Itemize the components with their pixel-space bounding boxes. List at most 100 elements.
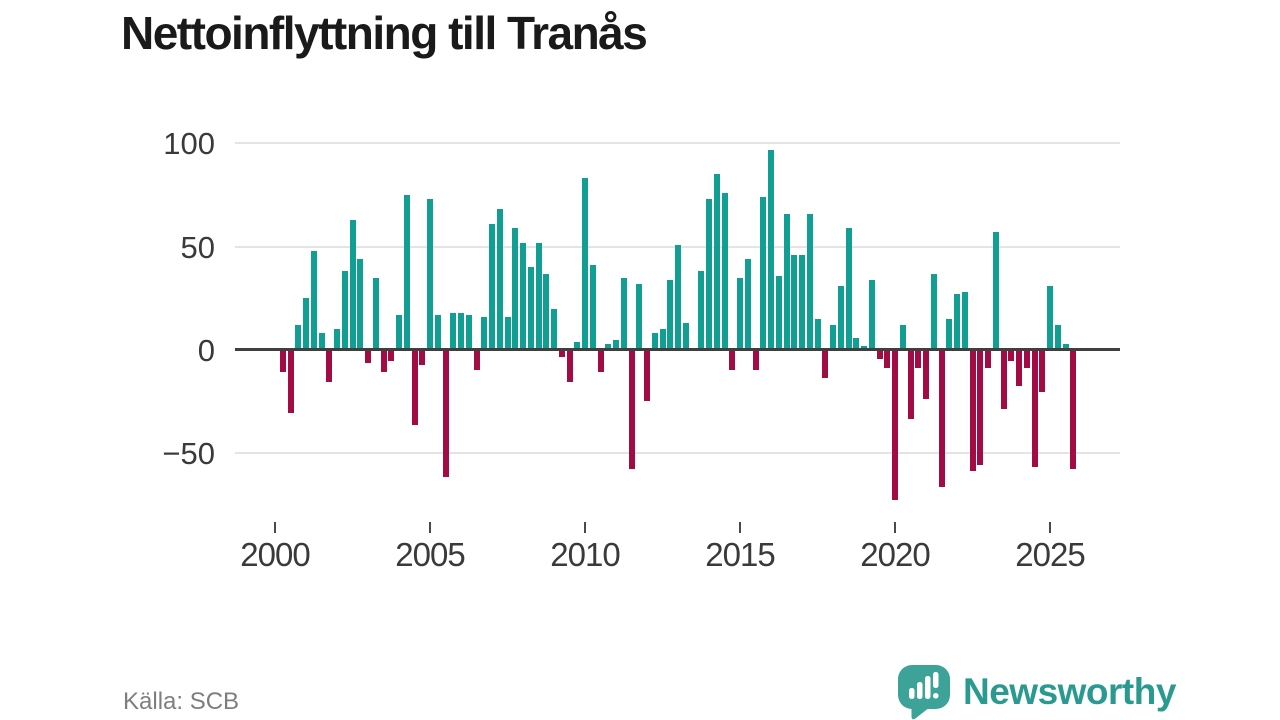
bar (279, 351, 286, 372)
x-tick (894, 522, 896, 533)
bar (613, 339, 619, 350)
bar (985, 351, 991, 368)
bar (775, 275, 782, 350)
bar (744, 259, 751, 350)
bar (760, 197, 767, 350)
bar (396, 314, 402, 350)
bar (628, 351, 635, 469)
bar (527, 267, 534, 350)
x-tick (739, 522, 741, 533)
bar (310, 250, 317, 350)
bar (295, 325, 302, 350)
x-tick-label: 2010 (550, 536, 620, 573)
chart-title: Nettoinflyttning till Tranås (121, 7, 648, 59)
bar (380, 351, 387, 372)
bar (349, 219, 356, 350)
gridline--50 (235, 452, 1120, 455)
bar (620, 277, 627, 350)
bar (1047, 285, 1053, 350)
bar (1023, 351, 1030, 368)
bar (737, 277, 743, 350)
bar (636, 283, 643, 350)
bar (667, 279, 674, 350)
bar (1054, 325, 1061, 350)
bar (907, 351, 914, 420)
x-tick (274, 522, 276, 533)
bar (535, 242, 542, 350)
bar (1070, 351, 1077, 469)
newsworthy-wordmark: Newsworthy (963, 671, 1176, 712)
bar (597, 351, 604, 372)
bar (365, 351, 371, 364)
bar (799, 254, 805, 350)
bar (969, 351, 976, 471)
bar (876, 351, 883, 360)
gridline-100 (235, 142, 1120, 145)
bar (659, 329, 666, 350)
bar (915, 351, 922, 368)
bar (558, 351, 565, 358)
bar (543, 273, 550, 350)
x-tick (429, 522, 431, 533)
newsworthy-logo: Newsworthy (897, 664, 1176, 720)
bar (1039, 351, 1046, 393)
bar (403, 194, 410, 350)
bar (1008, 351, 1015, 362)
y-tick-label: 100 (163, 126, 215, 162)
x-tick (584, 522, 586, 533)
bar (411, 351, 418, 426)
bar (644, 351, 650, 401)
bar (698, 271, 705, 350)
bar (520, 242, 526, 350)
bar (473, 351, 480, 370)
bar (287, 351, 294, 413)
bar (318, 333, 325, 350)
bar (489, 223, 495, 350)
bar (303, 298, 309, 350)
bar (682, 323, 689, 350)
bar (1016, 351, 1022, 387)
plot-area: 2000 2005 2010 2015 2020 2025 (235, 130, 1120, 573)
bar (923, 351, 929, 399)
bar (806, 213, 813, 350)
bar (357, 259, 364, 350)
bar (721, 192, 728, 350)
bar (938, 351, 945, 488)
bar (458, 312, 464, 350)
bar (551, 308, 557, 350)
bar (868, 279, 875, 350)
bar (589, 265, 596, 350)
bar (977, 351, 984, 465)
x-tick-label: 2000 (240, 536, 310, 573)
bar (651, 333, 658, 350)
bar (899, 325, 906, 350)
bar (566, 351, 573, 382)
bar (752, 351, 759, 370)
bar (427, 199, 433, 350)
bar (1062, 343, 1069, 350)
bar (504, 316, 511, 350)
y-tick-label: −50 (162, 436, 215, 472)
bar (884, 351, 891, 368)
bar (954, 294, 960, 350)
x-tick-label: 2020 (860, 536, 930, 573)
bar (768, 149, 774, 350)
newsworthy-speech-bubble-bar-chart-icon (898, 665, 950, 720)
bar (582, 178, 588, 350)
bar (892, 351, 898, 500)
y-tick-label: 50 (180, 229, 215, 265)
bar (706, 199, 712, 350)
bar (814, 318, 821, 350)
bar (496, 209, 503, 350)
bar (845, 228, 852, 350)
bar (961, 292, 968, 350)
bar (837, 285, 844, 350)
bar (729, 351, 736, 370)
bar (450, 312, 457, 350)
bar (419, 351, 426, 366)
bar (783, 213, 790, 350)
x-tick-label: 2015 (705, 536, 775, 573)
bar (791, 254, 798, 350)
source-note: Källa: SCB (123, 688, 240, 715)
